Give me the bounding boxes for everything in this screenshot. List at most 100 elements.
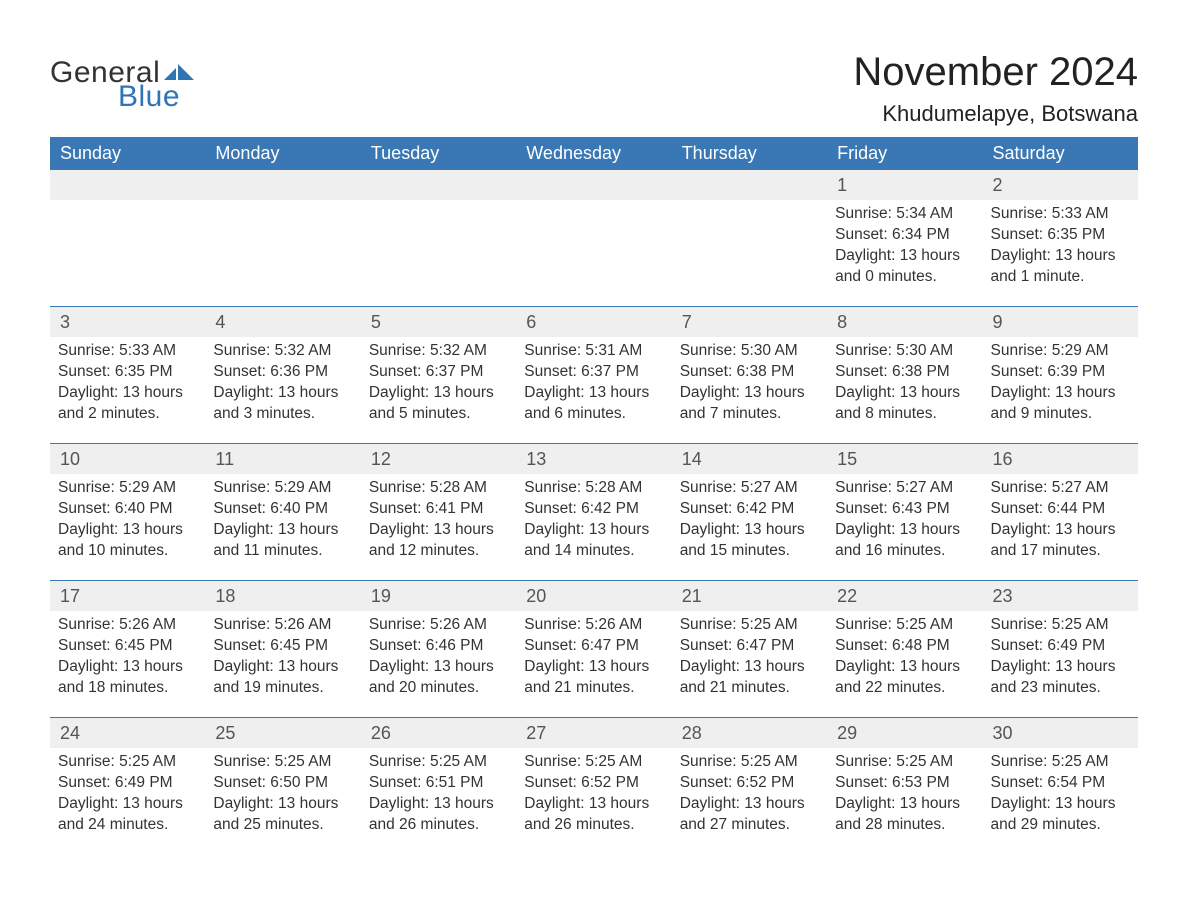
day-cell-line: Sunset: 6:50 PM bbox=[213, 773, 352, 794]
day-cell-line: and 20 minutes. bbox=[369, 678, 508, 699]
day-cell-line: Sunset: 6:41 PM bbox=[369, 499, 508, 520]
day-number: 26 bbox=[361, 717, 516, 748]
day-cell-line: and 25 minutes. bbox=[213, 815, 352, 836]
day-cell-line: Sunset: 6:49 PM bbox=[58, 773, 197, 794]
day-cell: Sunrise: 5:29 AMSunset: 6:39 PMDaylight:… bbox=[983, 337, 1138, 443]
day-number: 28 bbox=[672, 717, 827, 748]
day-cell: Sunrise: 5:28 AMSunset: 6:41 PMDaylight:… bbox=[361, 474, 516, 580]
day-number: 23 bbox=[983, 580, 1138, 611]
day-cell-line: and 15 minutes. bbox=[680, 541, 819, 562]
day-cell-line: Daylight: 13 hours bbox=[58, 794, 197, 815]
day-cell-line: Daylight: 13 hours bbox=[991, 520, 1130, 541]
day-number: 27 bbox=[516, 717, 671, 748]
day-cell-line: Daylight: 13 hours bbox=[524, 520, 663, 541]
weekday-wednesday: Wednesday bbox=[516, 137, 671, 170]
day-number: 18 bbox=[205, 580, 360, 611]
day-cell-line: Sunset: 6:52 PM bbox=[680, 773, 819, 794]
day-data-row: Sunrise: 5:33 AMSunset: 6:35 PMDaylight:… bbox=[50, 337, 1138, 443]
day-cell-line: and 21 minutes. bbox=[524, 678, 663, 699]
day-cell-line: Sunrise: 5:33 AM bbox=[58, 341, 197, 362]
day-cell-line: Sunrise: 5:25 AM bbox=[991, 752, 1130, 773]
day-cell-line: Daylight: 13 hours bbox=[835, 794, 974, 815]
day-number: 14 bbox=[672, 443, 827, 474]
day-cell-line: Daylight: 13 hours bbox=[213, 383, 352, 404]
day-cell-line: Sunrise: 5:27 AM bbox=[835, 478, 974, 499]
weekday-monday: Monday bbox=[205, 137, 360, 170]
day-cell-line: Sunset: 6:45 PM bbox=[213, 636, 352, 657]
day-data-row: Sunrise: 5:29 AMSunset: 6:40 PMDaylight:… bbox=[50, 474, 1138, 580]
day-number: 2 bbox=[983, 170, 1138, 200]
day-cell-line: Sunset: 6:46 PM bbox=[369, 636, 508, 657]
day-number: 5 bbox=[361, 306, 516, 337]
day-cell-line: Sunrise: 5:28 AM bbox=[369, 478, 508, 499]
day-cell bbox=[516, 200, 671, 306]
weekday-friday: Friday bbox=[827, 137, 982, 170]
day-cell-line: Daylight: 13 hours bbox=[58, 383, 197, 404]
day-cell-line: Sunset: 6:49 PM bbox=[991, 636, 1130, 657]
day-cell-line: and 26 minutes. bbox=[369, 815, 508, 836]
day-cell: Sunrise: 5:26 AMSunset: 6:47 PMDaylight:… bbox=[516, 611, 671, 717]
day-cell-line: Sunrise: 5:32 AM bbox=[213, 341, 352, 362]
day-cell: Sunrise: 5:27 AMSunset: 6:44 PMDaylight:… bbox=[983, 474, 1138, 580]
day-number: 22 bbox=[827, 580, 982, 611]
weekday-row: Sunday Monday Tuesday Wednesday Thursday… bbox=[50, 137, 1138, 170]
day-number bbox=[50, 170, 205, 200]
day-cell-line: Sunset: 6:47 PM bbox=[680, 636, 819, 657]
calendar-page: General Blue November 2024 Khudumelapye,… bbox=[0, 0, 1188, 894]
day-cell-line: and 6 minutes. bbox=[524, 404, 663, 425]
day-cell-line: Sunset: 6:35 PM bbox=[58, 362, 197, 383]
day-cell-line: Sunrise: 5:26 AM bbox=[369, 615, 508, 636]
day-cell-line: Daylight: 13 hours bbox=[835, 246, 974, 267]
day-cell: Sunrise: 5:32 AMSunset: 6:37 PMDaylight:… bbox=[361, 337, 516, 443]
day-cell-line: Daylight: 13 hours bbox=[524, 794, 663, 815]
day-cell: Sunrise: 5:32 AMSunset: 6:36 PMDaylight:… bbox=[205, 337, 360, 443]
day-cell: Sunrise: 5:25 AMSunset: 6:52 PMDaylight:… bbox=[672, 748, 827, 854]
day-cell-line: and 27 minutes. bbox=[680, 815, 819, 836]
day-cell-line: Sunrise: 5:28 AM bbox=[524, 478, 663, 499]
day-cell-line: Daylight: 13 hours bbox=[58, 520, 197, 541]
day-cell: Sunrise: 5:25 AMSunset: 6:50 PMDaylight:… bbox=[205, 748, 360, 854]
day-cell-line: and 19 minutes. bbox=[213, 678, 352, 699]
location-label: Khudumelapye, Botswana bbox=[853, 101, 1138, 127]
day-cell: Sunrise: 5:25 AMSunset: 6:48 PMDaylight:… bbox=[827, 611, 982, 717]
day-cell-line: Sunset: 6:38 PM bbox=[680, 362, 819, 383]
day-cell-line: and 22 minutes. bbox=[835, 678, 974, 699]
day-number: 9 bbox=[983, 306, 1138, 337]
day-cell-line: Daylight: 13 hours bbox=[524, 657, 663, 678]
day-number: 12 bbox=[361, 443, 516, 474]
day-cell-line: and 17 minutes. bbox=[991, 541, 1130, 562]
day-cell-line: and 21 minutes. bbox=[680, 678, 819, 699]
day-cell bbox=[205, 200, 360, 306]
day-cell-line: and 24 minutes. bbox=[58, 815, 197, 836]
day-number bbox=[672, 170, 827, 200]
day-cell: Sunrise: 5:25 AMSunset: 6:52 PMDaylight:… bbox=[516, 748, 671, 854]
day-number: 4 bbox=[205, 306, 360, 337]
day-cell-line: Daylight: 13 hours bbox=[213, 794, 352, 815]
day-cell-line: Sunrise: 5:27 AM bbox=[991, 478, 1130, 499]
day-cell-line: Sunset: 6:54 PM bbox=[991, 773, 1130, 794]
day-number: 19 bbox=[361, 580, 516, 611]
day-cell: Sunrise: 5:33 AMSunset: 6:35 PMDaylight:… bbox=[983, 200, 1138, 306]
day-number: 7 bbox=[672, 306, 827, 337]
day-cell-line: Daylight: 13 hours bbox=[835, 657, 974, 678]
title-block: November 2024 Khudumelapye, Botswana bbox=[853, 50, 1138, 127]
day-cell-line: and 7 minutes. bbox=[680, 404, 819, 425]
day-cell-line: Daylight: 13 hours bbox=[680, 657, 819, 678]
day-cell-line: Daylight: 13 hours bbox=[369, 794, 508, 815]
day-cell-line: Sunset: 6:35 PM bbox=[991, 225, 1130, 246]
day-cell-line: and 1 minute. bbox=[991, 267, 1130, 288]
day-cell-line: Sunset: 6:40 PM bbox=[58, 499, 197, 520]
day-number bbox=[361, 170, 516, 200]
day-cell-line: and 18 minutes. bbox=[58, 678, 197, 699]
day-cell-line: Sunrise: 5:25 AM bbox=[680, 752, 819, 773]
day-number: 30 bbox=[983, 717, 1138, 748]
day-cell-line: Sunrise: 5:30 AM bbox=[835, 341, 974, 362]
day-cell-line: Sunrise: 5:34 AM bbox=[835, 204, 974, 225]
day-cell-line: Sunset: 6:42 PM bbox=[524, 499, 663, 520]
day-cell-line: Sunset: 6:40 PM bbox=[213, 499, 352, 520]
day-cell-line: Sunset: 6:47 PM bbox=[524, 636, 663, 657]
day-cell-line: Daylight: 13 hours bbox=[991, 657, 1130, 678]
day-number: 29 bbox=[827, 717, 982, 748]
day-cell: Sunrise: 5:29 AMSunset: 6:40 PMDaylight:… bbox=[50, 474, 205, 580]
calendar-body: 12Sunrise: 5:34 AMSunset: 6:34 PMDayligh… bbox=[50, 170, 1138, 854]
